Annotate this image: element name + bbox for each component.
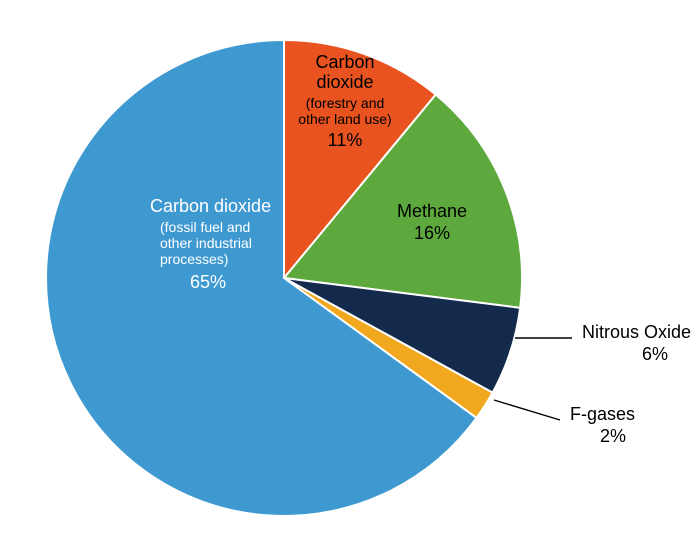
label-co2_fossil-pct: 65%: [190, 272, 226, 292]
label-co2_fossil-sub2: other industrial: [160, 235, 252, 251]
label-co2_forestry-pct: 11%: [328, 130, 363, 150]
label-co2_forestry-sub2: other land use): [298, 111, 391, 127]
label-n2o-main: Nitrous Oxide: [582, 322, 691, 342]
label-co2_forestry-sub1: (forestry and: [306, 95, 385, 111]
leader-line-fgases: [494, 400, 560, 420]
label-fgases-pct: 2%: [600, 426, 626, 446]
label-co2_forestry-main2: dioxide: [316, 72, 373, 92]
label-methane-pct: 16%: [414, 223, 450, 243]
emissions-pie-chart: Carbondioxide (forestry andother land use…: [0, 0, 700, 536]
label-n2o-pct: 6%: [642, 344, 668, 364]
label-fgases-main: F-gases: [570, 404, 635, 424]
label-methane-main: Methane: [397, 201, 467, 221]
label-co2_forestry-main1: Carbon: [315, 52, 374, 72]
label-co2_fossil-sub3: processes): [160, 251, 228, 267]
label-co2_fossil-sub1: (fossil fuel and: [160, 219, 250, 235]
label-co2_fossil-main: Carbon dioxide: [150, 196, 271, 216]
